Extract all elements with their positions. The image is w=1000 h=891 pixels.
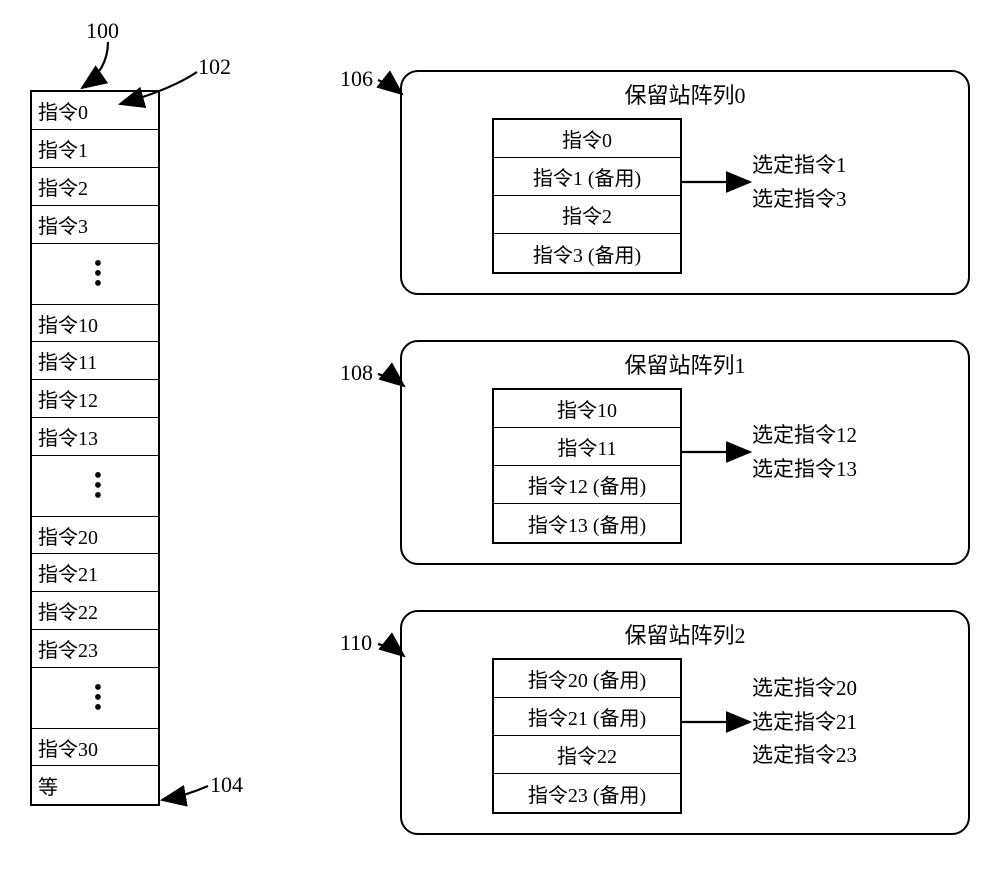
rs-table: 指令20 (备用)指令21 (备用)指令22指令23 (备用): [492, 658, 682, 814]
rs-title: 保留站阵列1: [402, 348, 968, 380]
rs-selected-line: 选定指令3: [752, 183, 847, 217]
rs-selected-line: 选定指令13: [752, 453, 857, 487]
ref-label-102: 102: [198, 54, 231, 80]
instruction-cell: 指令21: [32, 554, 158, 592]
rs-row: 指令1 (备用): [494, 158, 680, 196]
rs-row: 指令11: [494, 428, 680, 466]
instruction-column: 指令0指令1指令2指令3•••指令10指令11指令12指令13•••指令20指令…: [30, 90, 160, 806]
ref-label-108: 108: [340, 360, 373, 386]
reservation-station-panel: 保留站阵列1 指令10指令11指令12 (备用)指令13 (备用) 选定指令12选定…: [400, 340, 970, 565]
rs-row: 指令20 (备用): [494, 660, 680, 698]
instruction-cell: 指令13: [32, 418, 158, 456]
rs-row: 指令21 (备用): [494, 698, 680, 736]
rs-selected-output: 选定指令20选定指令21选定指令23: [752, 612, 857, 833]
ref-label-110: 110: [340, 630, 372, 656]
rs-row: 指令12 (备用): [494, 466, 680, 504]
vdots-icon: •••: [32, 456, 158, 516]
instruction-cell: 指令30: [32, 728, 158, 766]
ref-label-104: 104: [210, 772, 243, 798]
rs-selected-line: 选定指令12: [752, 419, 857, 453]
instruction-cell: 指令0: [32, 92, 158, 130]
reservation-station-panel: 保留站阵列0 指令0指令1 (备用)指令2指令3 (备用) 选定指令1选定指令3: [400, 70, 970, 295]
rs-selected-output: 选定指令12选定指令13: [752, 342, 857, 563]
instruction-cell: 指令1: [32, 130, 158, 168]
rs-row: 指令0: [494, 120, 680, 158]
rs-selected-output: 选定指令1选定指令3: [752, 72, 847, 293]
rs-selected-line: 选定指令20: [752, 672, 857, 706]
instruction-cell: 指令3: [32, 206, 158, 244]
rs-row: 指令2: [494, 196, 680, 234]
rs-row: 指令22: [494, 736, 680, 774]
rs-table: 指令0指令1 (备用)指令2指令3 (备用): [492, 118, 682, 274]
rs-title: 保留站阵列2: [402, 618, 968, 650]
rs-selected-line: 选定指令1: [752, 149, 847, 183]
ref-label-100: 100: [86, 18, 119, 44]
ref-label-106: 106: [340, 66, 373, 92]
instruction-cell: 指令23: [32, 630, 158, 668]
rs-row: 指令13 (备用): [494, 504, 680, 542]
instruction-cell: 指令11: [32, 342, 158, 380]
rs-selected-line: 选定指令23: [752, 739, 857, 773]
instruction-cell: 指令2: [32, 168, 158, 206]
rs-row: 指令10: [494, 390, 680, 428]
instruction-cell: 等: [32, 766, 158, 804]
rs-title: 保留站阵列0: [402, 78, 968, 110]
instruction-cell: 指令10: [32, 304, 158, 342]
rs-row: 指令23 (备用): [494, 774, 680, 812]
reservation-station-panel: 保留站阵列2 指令20 (备用)指令21 (备用)指令22指令23 (备用) 选定指…: [400, 610, 970, 835]
vdots-icon: •••: [32, 668, 158, 728]
diagram-canvas: 100 102 指令0指令1指令2指令3•••指令10指令11指令12指令13•…: [0, 0, 1000, 891]
vdots-icon: •••: [32, 244, 158, 304]
rs-table: 指令10指令11指令12 (备用)指令13 (备用): [492, 388, 682, 544]
instruction-cell: 指令20: [32, 516, 158, 554]
instruction-cell: 指令22: [32, 592, 158, 630]
instruction-cell: 指令12: [32, 380, 158, 418]
rs-selected-line: 选定指令21: [752, 706, 857, 740]
rs-row: 指令3 (备用): [494, 234, 680, 272]
